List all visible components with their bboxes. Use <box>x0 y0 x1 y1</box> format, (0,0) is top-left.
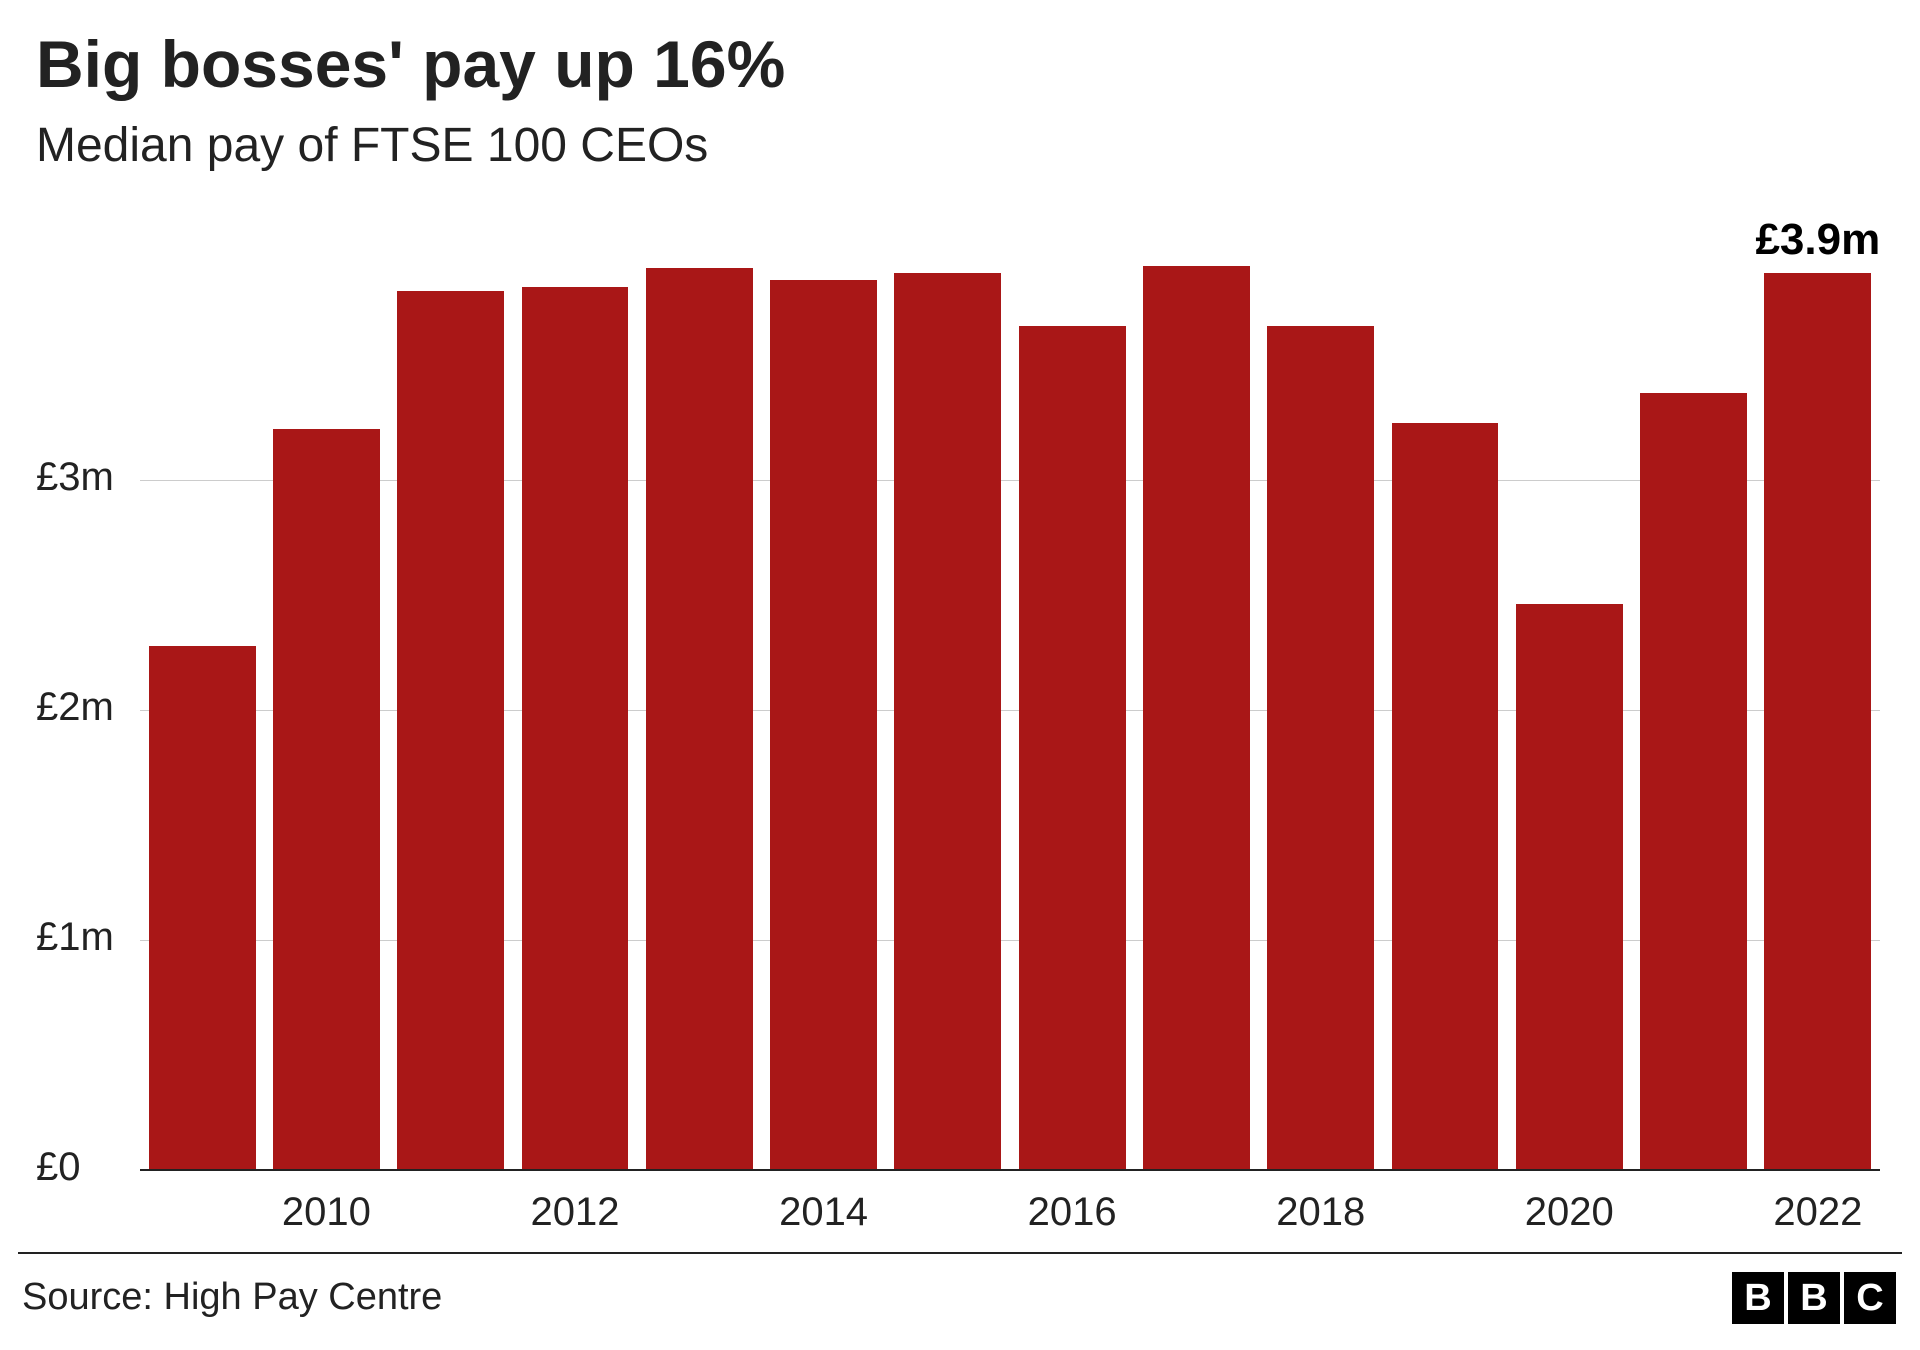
logo-letter: B <box>1732 1272 1784 1324</box>
chart-container: Big bosses' pay up 16% Median pay of FTS… <box>0 0 1920 1350</box>
baseline <box>140 1169 1880 1171</box>
bar <box>1764 273 1871 1170</box>
footer-rule <box>18 1252 1902 1254</box>
x-tick-label: 2020 <box>1525 1190 1614 1235</box>
x-tick-label: 2016 <box>1028 1190 1117 1235</box>
bbc-logo: BBC <box>1732 1272 1896 1324</box>
bar <box>1640 393 1747 1170</box>
bar <box>273 429 380 1170</box>
chart-title: Big bosses' pay up 16% <box>36 26 785 102</box>
x-tick-label: 2018 <box>1276 1190 1365 1235</box>
bar <box>1143 266 1250 1170</box>
logo-letter: C <box>1844 1272 1896 1324</box>
chart-subtitle: Median pay of FTSE 100 CEOs <box>36 118 708 173</box>
bar <box>894 273 1001 1170</box>
x-tick-label: 2012 <box>531 1190 620 1235</box>
bar <box>149 646 256 1170</box>
bar <box>1267 326 1374 1170</box>
bar <box>770 280 877 1170</box>
bar <box>1516 604 1623 1170</box>
y-tick-label: £0 <box>36 1145 81 1190</box>
y-tick-label: £2m <box>36 685 114 730</box>
bar <box>1392 423 1499 1171</box>
bar <box>522 287 629 1170</box>
logo-letter: B <box>1788 1272 1840 1324</box>
bar <box>1019 326 1126 1170</box>
source-label: Source: High Pay Centre <box>22 1276 442 1319</box>
plot-area: £0£1m£2m£3m2010201220142016201820202022£… <box>140 250 1880 1170</box>
x-tick-label: 2022 <box>1773 1190 1862 1235</box>
x-tick-label: 2010 <box>282 1190 371 1235</box>
y-tick-label: £3m <box>36 455 114 500</box>
bar <box>397 291 504 1170</box>
x-tick-label: 2014 <box>779 1190 868 1235</box>
y-tick-label: £1m <box>36 915 114 960</box>
bar-annotation: £3.9m <box>1755 215 1880 265</box>
bar <box>646 268 753 1170</box>
